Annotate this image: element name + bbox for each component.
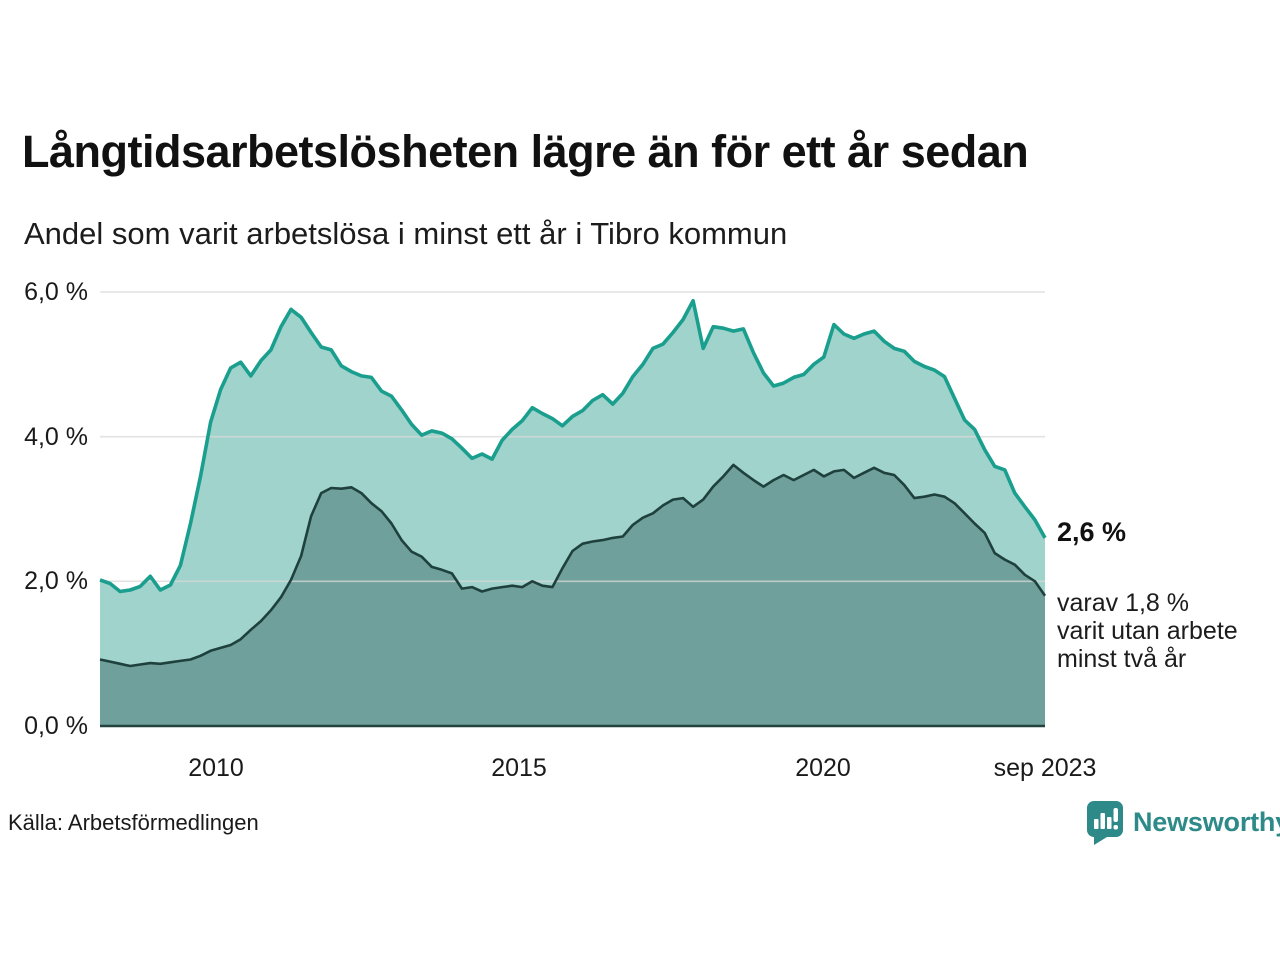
two-year-area-fill bbox=[100, 464, 1045, 726]
x-tick-sep-2023: sep 2023 bbox=[993, 754, 1097, 782]
x-tick-2020: 2020 bbox=[795, 754, 851, 782]
y-tick-0: 0,0 % bbox=[24, 712, 88, 740]
total-line bbox=[99, 298, 1047, 594]
y-tick-4: 4,0 % bbox=[24, 423, 88, 451]
two-year-annotation: varav 1,8 % varit utan arbete minst två … bbox=[1057, 589, 1238, 673]
latest-value-label: 2,6 % bbox=[1057, 517, 1127, 547]
x-tick-2010: 2010 bbox=[188, 754, 244, 782]
chart-subtitle: Andel som varit arbetslösa i minst ett å… bbox=[24, 216, 788, 251]
newsworthy-logo: Newsworthy bbox=[1085, 798, 1280, 846]
newsworthy-wordmark: Newsworthy bbox=[1133, 806, 1280, 837]
annotation-line-3: minst två år bbox=[1057, 645, 1187, 673]
x-tick-2015: 2015 bbox=[491, 754, 547, 782]
source-attribution: Källa: Arbetsförmedlingen bbox=[8, 810, 259, 835]
page-title: Långtidsarbetslösheten lägre än för ett … bbox=[22, 126, 1029, 177]
y-tick-2: 2,0 % bbox=[24, 567, 88, 595]
annotation-line-2: varit utan arbete bbox=[1057, 617, 1238, 645]
annotation-line-1: varav 1,8 % bbox=[1057, 589, 1190, 617]
y-tick-6: 6,0 % bbox=[24, 278, 88, 306]
two-year-line bbox=[99, 463, 1047, 668]
newsworthy-bubble-chart-icon bbox=[1085, 799, 1125, 846]
